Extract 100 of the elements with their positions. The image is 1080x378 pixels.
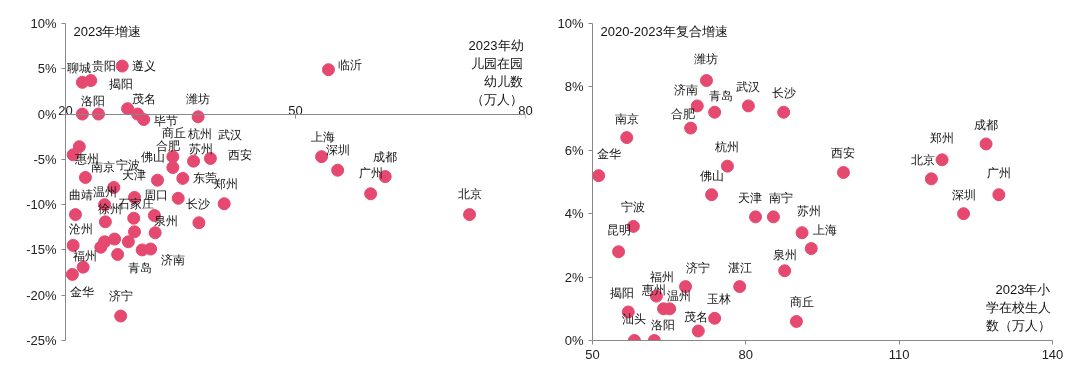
annotation: 湛江 — [727, 261, 752, 274]
point — [331, 163, 345, 177]
annotation: 宁波 — [115, 158, 140, 172]
point — [795, 226, 809, 240]
y-tick-label: 2% — [564, 269, 584, 285]
point — [935, 153, 949, 167]
y-tick-label: -25% — [26, 333, 57, 348]
point — [127, 211, 141, 225]
annotation: 佛山 — [699, 169, 724, 182]
annotation: 济宁 — [108, 289, 133, 303]
y-tick-label: -5% — [33, 151, 57, 167]
annotation: 广州 — [986, 165, 1011, 179]
annotation: 苏州 — [797, 204, 822, 217]
annotation: 南京 — [614, 111, 639, 125]
point — [65, 267, 79, 281]
x-axis-title: 2023年小学在校生人数（万人） — [985, 281, 1051, 333]
point — [684, 121, 698, 135]
annotation: 深圳 — [951, 188, 976, 201]
point — [78, 170, 92, 184]
point — [151, 173, 164, 187]
annotation: 济宁 — [685, 260, 710, 274]
point — [144, 242, 158, 256]
annotation: 杭州 — [714, 140, 740, 154]
point — [121, 235, 135, 249]
point — [111, 247, 125, 261]
annotation: 商丘 — [790, 295, 815, 309]
point — [699, 74, 713, 88]
point — [705, 188, 719, 202]
point — [777, 105, 791, 119]
annotation: 潍坊 — [186, 91, 211, 105]
annotation: 茂名 — [131, 93, 156, 106]
x-axis-title: 2023年幼儿园在园幼儿数（万人） — [468, 37, 524, 107]
annotation: 茂名 — [684, 310, 709, 323]
annotation: 南宁 — [769, 190, 794, 204]
point — [176, 171, 190, 185]
annotation: 青岛 — [708, 90, 733, 103]
point — [691, 324, 705, 338]
annotation: 揭阳 — [610, 286, 635, 299]
point — [766, 210, 780, 224]
annotation: 临沂 — [338, 58, 363, 71]
point — [321, 63, 335, 77]
point — [364, 187, 378, 201]
point — [75, 107, 89, 121]
annotation: 玉林 — [706, 293, 731, 306]
y-axis-title: 2023年增速 — [73, 23, 142, 39]
annotation: 宁波 — [621, 200, 646, 214]
annotation: 苏州 — [188, 143, 213, 156]
annotation: 上海 — [813, 223, 838, 236]
point — [68, 208, 82, 222]
annotation: 济南 — [674, 82, 699, 96]
annotation: 北京 — [457, 186, 482, 200]
point — [789, 314, 803, 328]
annotation: 贵阳 — [91, 59, 116, 73]
annotation: 杭州 — [186, 127, 212, 141]
annotation: 广州 — [358, 165, 383, 179]
point — [592, 169, 606, 183]
point — [708, 105, 722, 119]
x-tick-label: 110 — [888, 346, 910, 362]
annotation: 合肥 — [670, 108, 695, 121]
point — [187, 154, 201, 168]
point — [741, 99, 755, 113]
annotation: 聊城 — [67, 62, 92, 75]
annotation: 长沙 — [186, 198, 211, 211]
annotation: 揭阳 — [108, 77, 133, 90]
point — [171, 191, 185, 205]
point — [957, 207, 971, 221]
point — [620, 131, 634, 145]
point — [733, 280, 747, 294]
annotation: 佛山 — [140, 150, 165, 163]
annotation: 西安 — [228, 148, 253, 162]
y-tick-label: 6% — [564, 142, 584, 158]
point — [128, 225, 141, 239]
annotation: 武汉 — [218, 129, 243, 142]
annotation: 金华 — [596, 147, 621, 160]
x-tick-label: 80 — [738, 346, 754, 362]
y-tick-label: -20% — [26, 287, 57, 303]
point — [66, 238, 80, 252]
point — [114, 309, 128, 323]
y-tick-label: -10% — [26, 197, 57, 213]
annotation: 合肥 — [155, 139, 180, 152]
y-tick-label: 5% — [37, 61, 57, 77]
annotation: 济南 — [160, 253, 185, 267]
y-tick-label: 4% — [564, 206, 584, 222]
annotation: 成都 — [373, 150, 398, 163]
point — [749, 210, 763, 224]
point — [192, 216, 206, 230]
annotation: 深圳 — [325, 144, 350, 157]
y-tick-label: 10% — [557, 16, 584, 31]
annotation: 遵义 — [132, 59, 157, 73]
annotation: 泉州 — [772, 248, 797, 261]
annotation: 福州 — [73, 250, 98, 263]
point — [804, 242, 818, 256]
annotation: 上海 — [310, 130, 335, 143]
annotation: 泉州 — [154, 214, 179, 227]
annotation: 青岛 — [128, 261, 153, 274]
point — [924, 172, 938, 186]
annotation: 毕节 — [153, 114, 178, 127]
point — [191, 110, 205, 124]
point — [84, 74, 98, 88]
point — [91, 107, 105, 121]
